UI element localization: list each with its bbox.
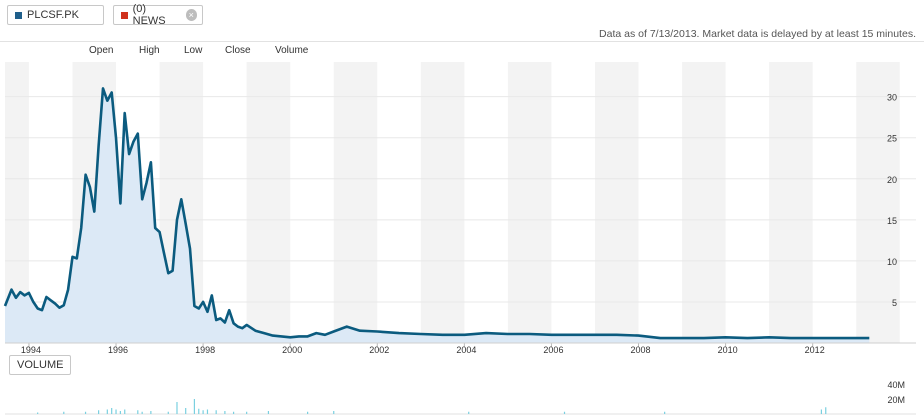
volume-bar [193, 399, 196, 414]
volume-bar [202, 410, 204, 414]
ticker-chip[interactable]: PLCSF.PK [7, 5, 104, 25]
volume-bar [176, 402, 178, 414]
x-tick-label: 1994 [21, 345, 41, 355]
volume-bar [820, 409, 822, 414]
year-band [594, 62, 639, 343]
volume-bar [84, 411, 87, 414]
x-tick-label: 2008 [631, 345, 651, 355]
year-band [246, 62, 291, 343]
news-color-swatch [121, 11, 128, 19]
legend-close: Close [225, 45, 251, 56]
volume-bar [563, 411, 566, 414]
x-tick-label: 2006 [543, 345, 563, 355]
volume-y-tick-label: 40M [887, 380, 905, 390]
x-tick-label: 2002 [369, 345, 389, 355]
data-delay-notice: Data as of 7/13/2013. Market data is del… [599, 28, 916, 40]
year-band [420, 62, 465, 343]
volume-bar [111, 408, 113, 414]
year-band [856, 62, 900, 343]
x-tick-label: 2012 [805, 345, 825, 355]
volume-bar [468, 411, 470, 414]
volume-bar [150, 411, 152, 414]
chart-toolbar: PLCSF.PK (0) NEWS × Data as of 7/13/2013… [0, 0, 924, 42]
volume-bar [224, 411, 226, 414]
volume-bar [198, 408, 200, 414]
y-tick-label: 30 [887, 93, 897, 103]
volume-bar [215, 410, 217, 414]
y-tick-label: 10 [887, 257, 897, 267]
ticker-color-swatch [15, 11, 22, 19]
price-line [3, 87, 870, 340]
volume-bar [206, 409, 209, 414]
y-tick-label: 5 [892, 298, 897, 308]
volume-bar [137, 410, 139, 414]
volume-bar [267, 411, 270, 414]
year-band [682, 62, 726, 343]
x-tick-label: 1998 [195, 345, 215, 355]
volume-bar [98, 410, 100, 414]
volume-bar [307, 411, 309, 414]
legend-high: High [139, 45, 160, 56]
volume-bar [106, 409, 108, 414]
x-tick-label: 1996 [108, 345, 128, 355]
volume-bar [124, 409, 126, 414]
news-chip[interactable]: (0) NEWS × [113, 3, 203, 27]
volume-bar [185, 408, 187, 414]
close-icon[interactable]: × [185, 9, 197, 21]
volume-tab[interactable]: VOLUME [9, 355, 72, 375]
x-tick-label: 2004 [456, 345, 476, 355]
volume-bar [63, 411, 65, 414]
legend-open: Open [89, 45, 114, 56]
volume-y-tick-label: 20M [887, 395, 905, 405]
volume-bar [115, 409, 117, 414]
volume-bar [664, 411, 666, 414]
volume-bar [333, 411, 335, 414]
news-chip-label: (0) NEWS [132, 3, 166, 27]
y-tick-label: 20 [887, 175, 897, 185]
volume-bar [246, 411, 248, 414]
legend-low: Low [184, 45, 203, 56]
volume-bar [37, 412, 39, 414]
year-band [507, 62, 552, 343]
year-band [5, 62, 29, 343]
x-tick-label: 2000 [282, 345, 302, 355]
volume-bar [167, 411, 169, 414]
volume-bar [141, 411, 143, 414]
volume-bar [119, 411, 121, 414]
year-band [333, 62, 378, 343]
volume-bar [825, 407, 827, 414]
year-band [769, 62, 813, 343]
y-tick-label: 15 [887, 216, 897, 226]
volume-bar [232, 411, 235, 414]
y-tick-label: 25 [887, 134, 897, 144]
legend-volume: Volume [275, 45, 309, 56]
ticker-chip-label: PLCSF.PK [27, 9, 79, 21]
x-tick-label: 2010 [718, 345, 738, 355]
